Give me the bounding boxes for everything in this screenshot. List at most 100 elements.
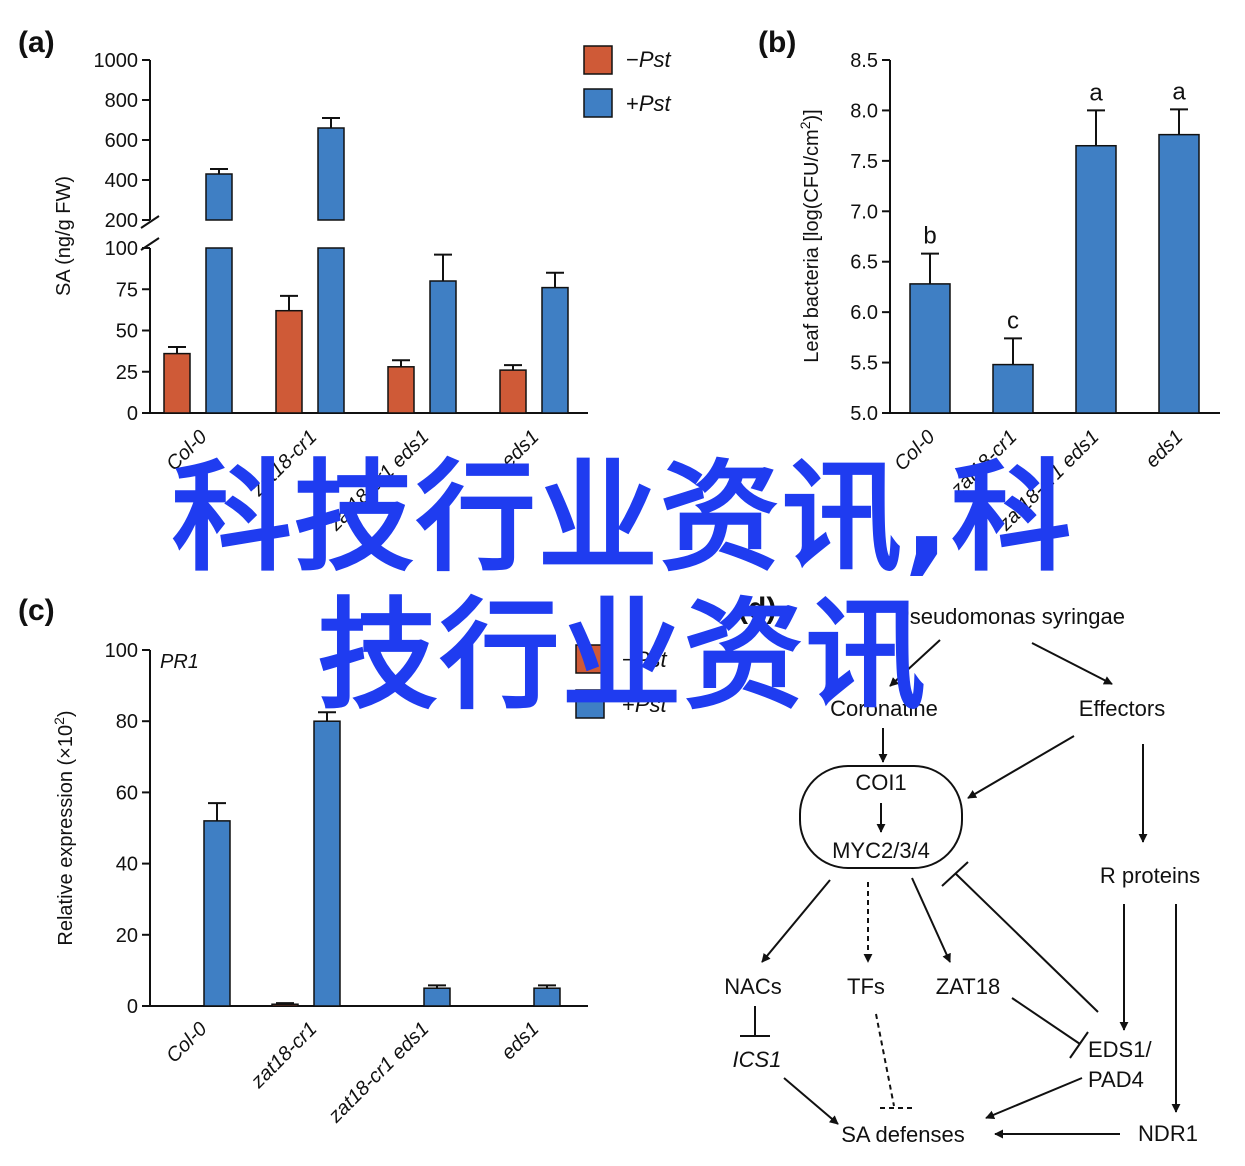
- a-bar: [541, 286, 569, 414]
- panel-d: (d) Pseudomonas syringae Coronatine Effe…: [724, 592, 1200, 1147]
- c-chart-title: PR1: [160, 651, 199, 673]
- c-legend-label-minus: −Pst: [622, 647, 668, 672]
- a-lower-tick-label: 75: [116, 279, 138, 301]
- c-category-label: eds1: [497, 1018, 543, 1064]
- c-tick-label: 100: [105, 640, 138, 662]
- b-significance-letter: b: [923, 223, 936, 250]
- a-upper-tick-label: 600: [105, 130, 138, 152]
- a-bar-upper: [205, 173, 233, 221]
- a-axis-break-mark: [140, 215, 160, 251]
- b-bar: [992, 363, 1034, 414]
- b-significance-letter: a: [1089, 79, 1103, 106]
- edge-pathogen-effectors: [1031, 642, 1113, 685]
- b-significance-letter: a: [1172, 78, 1186, 105]
- b-bar: [909, 283, 951, 414]
- b-tick-label: 5.0: [850, 403, 878, 425]
- b-significance-letter: c: [1007, 307, 1019, 334]
- c-bar: [203, 820, 231, 1007]
- a-bar: [499, 369, 527, 414]
- a-lower-tick-label: 0: [127, 403, 138, 425]
- b-category-label: zat18-cr1: [946, 426, 1021, 501]
- a-bar: [205, 247, 233, 414]
- b-bar: [1075, 144, 1117, 414]
- c-y-axis-title: Relative expression (×102): [51, 710, 77, 945]
- c-bar: [271, 1003, 299, 1007]
- c-bar: [423, 987, 451, 1007]
- b-category-label: Col-0: [890, 426, 939, 475]
- node-sa-defenses: SA defenses: [841, 1122, 965, 1147]
- a-upper-tick-label: 200: [105, 210, 138, 232]
- c-category-label: Col-0: [162, 1018, 211, 1067]
- edge-eds1-sa: [985, 1077, 1083, 1120]
- b-bar: [1158, 133, 1200, 414]
- panel-a: (a) 200 400 600 800 1000 0 25 50 75 100 SA (ng/g…: [18, 26, 672, 536]
- node-ndr1: NDR1: [1138, 1121, 1198, 1146]
- a-bar: [163, 352, 191, 414]
- node-r-proteins: R proteins: [1100, 863, 1200, 888]
- a-bar: [275, 309, 303, 414]
- edge-zat18-eds1-bar: [1069, 1031, 1089, 1059]
- node-zat18: ZAT18: [936, 974, 1000, 999]
- a-upper-tick-label: 400: [105, 170, 138, 192]
- panel-c-letter: (c): [18, 594, 55, 627]
- node-ics1: ICS1: [733, 1047, 782, 1072]
- a-upper-tick-label: 800: [105, 90, 138, 112]
- edge-zat18-eds1: [1011, 997, 1081, 1045]
- c-category-labels: Col-0 zat18-cr1 zat18-cr1 eds1 eds1: [162, 1018, 543, 1128]
- edge-effectors-coi1: [967, 735, 1075, 799]
- a-category-labels: Col-0 zat18-cr1 zat18-cr1 eds1 eds1: [162, 426, 543, 536]
- node-eds1: EDS1/: [1088, 1037, 1152, 1062]
- b-tick-label: 5.5: [850, 353, 878, 375]
- edge-eds1-myc: [955, 873, 1099, 1013]
- c-legend-swatch-plus: [575, 689, 605, 719]
- edge-ics1-sa: [783, 1077, 839, 1125]
- a-legend-swatch-minus: [583, 45, 613, 75]
- b-tick-label: 6.0: [850, 302, 878, 324]
- c-category-label: zat18-cr1: [246, 1018, 321, 1093]
- b-tick-label: 8.0: [850, 100, 878, 122]
- b-tick-label: 6.5: [850, 252, 878, 274]
- a-legend-label-minus: −Pst: [626, 47, 672, 72]
- c-tick-label: 80: [116, 711, 138, 733]
- c-tick-label: 0: [127, 996, 138, 1018]
- a-bar: [429, 280, 457, 414]
- a-category-label: zat18-cr1: [246, 426, 321, 501]
- c-tick-label: 20: [116, 925, 138, 947]
- b-tick-label: 8.5: [850, 50, 878, 72]
- edge-eds1-myc-bar: [941, 861, 969, 887]
- a-lower-tick-label: 50: [116, 321, 138, 343]
- node-nacs: NACs: [724, 974, 781, 999]
- a-lower-y-ticks: 0 25 50 75 100: [105, 238, 150, 425]
- c-bar: [533, 987, 561, 1007]
- a-y-axis-title: SA (ng/g FW): [53, 176, 75, 296]
- b-y-axis-title: Leaf bacteria [log(CFU/cm2)]: [797, 109, 823, 362]
- c-y-ticks: 0 20 40 60 80 100: [105, 640, 150, 1018]
- node-pathogen: Pseudomonas syringae: [895, 604, 1125, 629]
- a-bar-upper: [317, 127, 345, 221]
- c-category-label: zat18-cr1 eds1: [324, 1018, 434, 1128]
- edge-myc-zat18: [911, 877, 951, 963]
- c-legend-label-plus: +Pst: [622, 692, 668, 717]
- a-category-label: zat18-cr1 eds1: [324, 426, 434, 536]
- b-bars: b c a a: [909, 78, 1200, 414]
- coi1-myc-complex: [799, 765, 963, 869]
- a-bars: [163, 117, 569, 414]
- panel-b-letter: (b): [758, 26, 796, 59]
- c-tick-label: 40: [116, 854, 138, 876]
- node-coi1: COI1: [855, 770, 906, 795]
- a-legend-label-plus: +Pst: [626, 91, 672, 116]
- a-lower-tick-label: 25: [116, 362, 138, 384]
- node-effectors: Effectors: [1079, 696, 1165, 721]
- a-upper-tick-label: 1000: [94, 50, 139, 72]
- panel-c: (c) PR1 0 20 40 60 80 100 Relative expression…: [18, 594, 668, 1128]
- b-y-ticks: 5.0 5.5 6.0 6.5 7.0 7.5 8.0 8.5: [850, 50, 890, 425]
- a-category-label: eds1: [497, 426, 543, 472]
- node-myc: MYC2/3/4: [832, 838, 930, 863]
- panel-a-letter: (a): [18, 26, 55, 59]
- edge-myc-nacs: [761, 879, 831, 963]
- a-bar: [317, 247, 345, 414]
- b-category-label: eds1: [1141, 426, 1187, 472]
- c-bars: [203, 711, 561, 1007]
